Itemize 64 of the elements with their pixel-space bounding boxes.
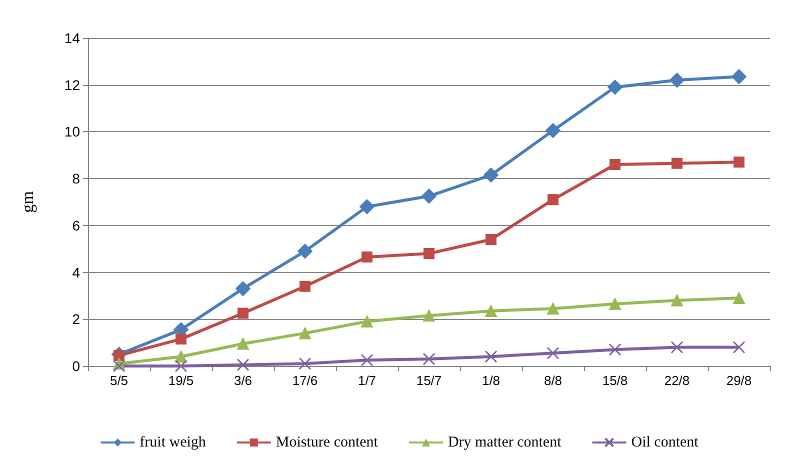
point (174, 360, 188, 372)
point (300, 280, 310, 292)
point (671, 294, 683, 306)
x-tick-label: 17/6 (292, 373, 318, 388)
point (114, 350, 124, 361)
y-axis-title: gm (18, 191, 37, 213)
point (238, 308, 248, 319)
y-tick-label: 12 (64, 76, 80, 93)
x-tick-label: 15/8 (602, 373, 628, 388)
point (608, 343, 622, 356)
point (424, 248, 434, 260)
point (237, 338, 249, 350)
point (176, 334, 186, 345)
x-tick-label: 15/7 (416, 373, 442, 388)
point (486, 234, 496, 245)
point (236, 358, 250, 372)
point (361, 315, 373, 328)
point (298, 244, 312, 259)
point (733, 292, 745, 304)
point (546, 123, 560, 138)
legend-label: Moisture content (276, 434, 379, 450)
point (422, 352, 436, 366)
point (362, 252, 372, 263)
legend-label: Oil content (631, 434, 700, 450)
y-tick-label: 14 (64, 30, 80, 46)
y-tick-label: 4 (72, 264, 80, 280)
y-tick-label: 10 (64, 124, 80, 140)
point (299, 327, 311, 340)
point (670, 72, 684, 88)
point (548, 194, 558, 206)
point (732, 69, 746, 84)
y-tick-label: 0 (72, 358, 80, 374)
point (484, 350, 498, 363)
point (546, 346, 560, 360)
point (609, 298, 621, 310)
point (608, 80, 622, 95)
point (547, 302, 559, 315)
point (670, 341, 684, 354)
legend-label: Dry matter content (448, 434, 562, 450)
point (360, 354, 374, 366)
y-tick-label: 8 (72, 170, 80, 187)
point (112, 360, 126, 372)
point (423, 310, 435, 322)
y-tick-label: 2 (72, 311, 80, 328)
x-tick-label: 1/8 (482, 373, 500, 388)
x-tick-label: 8/8 (544, 373, 562, 388)
x-tick-label: 22/8 (664, 373, 690, 388)
point (236, 281, 250, 296)
legend-label: fruit weigh (140, 434, 206, 450)
point (298, 357, 312, 370)
point (734, 156, 744, 168)
point (360, 199, 374, 214)
y-tick-label: 6 (72, 217, 80, 234)
point (484, 168, 498, 183)
point (610, 159, 620, 170)
x-tick-label: 1/7 (358, 373, 376, 388)
point (672, 158, 682, 169)
point (732, 341, 746, 354)
x-tick-label: 3/6 (234, 373, 252, 388)
x-tick-label: 19/5 (168, 373, 194, 388)
x-tick-label: 29/8 (726, 373, 752, 388)
x-tick-label: 5/5 (110, 373, 128, 388)
point (422, 188, 436, 204)
point (485, 304, 497, 317)
